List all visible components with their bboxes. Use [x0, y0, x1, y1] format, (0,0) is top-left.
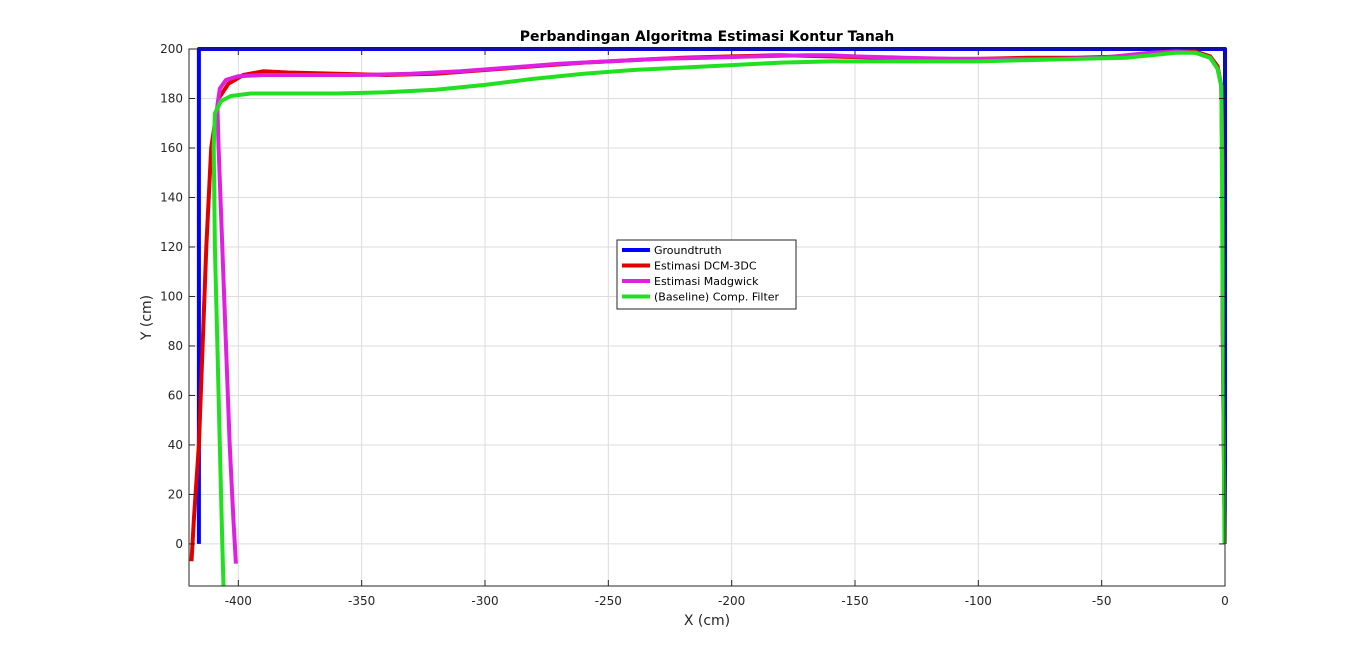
- axis-ticks: -400 -350 -300 -250 -200 -150 -100 -50 0 0 20 40 60 8…: [160, 42, 1229, 608]
- series-line-baseline-comp-filter: [211, 50, 1227, 586]
- y-tick-label: 100: [160, 289, 183, 303]
- y-tick-label: 40: [168, 438, 183, 452]
- y-tick-label: 20: [168, 487, 183, 501]
- legend: Groundtruth Estimasi DCM-3DC Estimasi Madg…: [616, 239, 797, 310]
- y-tick-label: 180: [160, 91, 183, 105]
- legend-label-estimasi-dcm-3dc: Estimasi DCM-3DC: [654, 260, 757, 273]
- y-tick-label: 200: [160, 42, 183, 56]
- chart-title: Perbandingan Algoritma Estimasi Kontur T…: [520, 29, 894, 45]
- x-tick-label: -100: [965, 594, 992, 608]
- x-tick-label: -350: [348, 594, 375, 608]
- y-tick-label: 120: [160, 240, 183, 254]
- y-tick-label: 140: [160, 190, 183, 204]
- y-axis-label: Y (cm): [139, 295, 155, 341]
- y-tick-label: 80: [168, 339, 183, 353]
- x-tick-label: -150: [841, 594, 868, 608]
- x-axis-label: X (cm): [684, 613, 730, 629]
- legend-label-groundtruth: Groundtruth: [654, 244, 722, 257]
- x-tick-label: -250: [595, 594, 622, 608]
- x-tick-label: -200: [718, 594, 745, 608]
- x-tick-label: -50: [1092, 594, 1112, 608]
- x-tick-label: -400: [225, 594, 252, 608]
- x-tick-label: 0: [1221, 594, 1229, 608]
- legend-label-estimasi-madgwick: Estimasi Madgwick: [654, 275, 759, 288]
- y-tick-label: 0: [175, 537, 183, 551]
- y-tick-label: 160: [160, 141, 183, 155]
- x-tick-label: -300: [471, 594, 498, 608]
- y-tick-label: 60: [168, 388, 183, 402]
- plot-frame: [188, 48, 1226, 587]
- legend-label-baseline-comp-filter: (Baseline) Comp. Filter: [654, 291, 780, 304]
